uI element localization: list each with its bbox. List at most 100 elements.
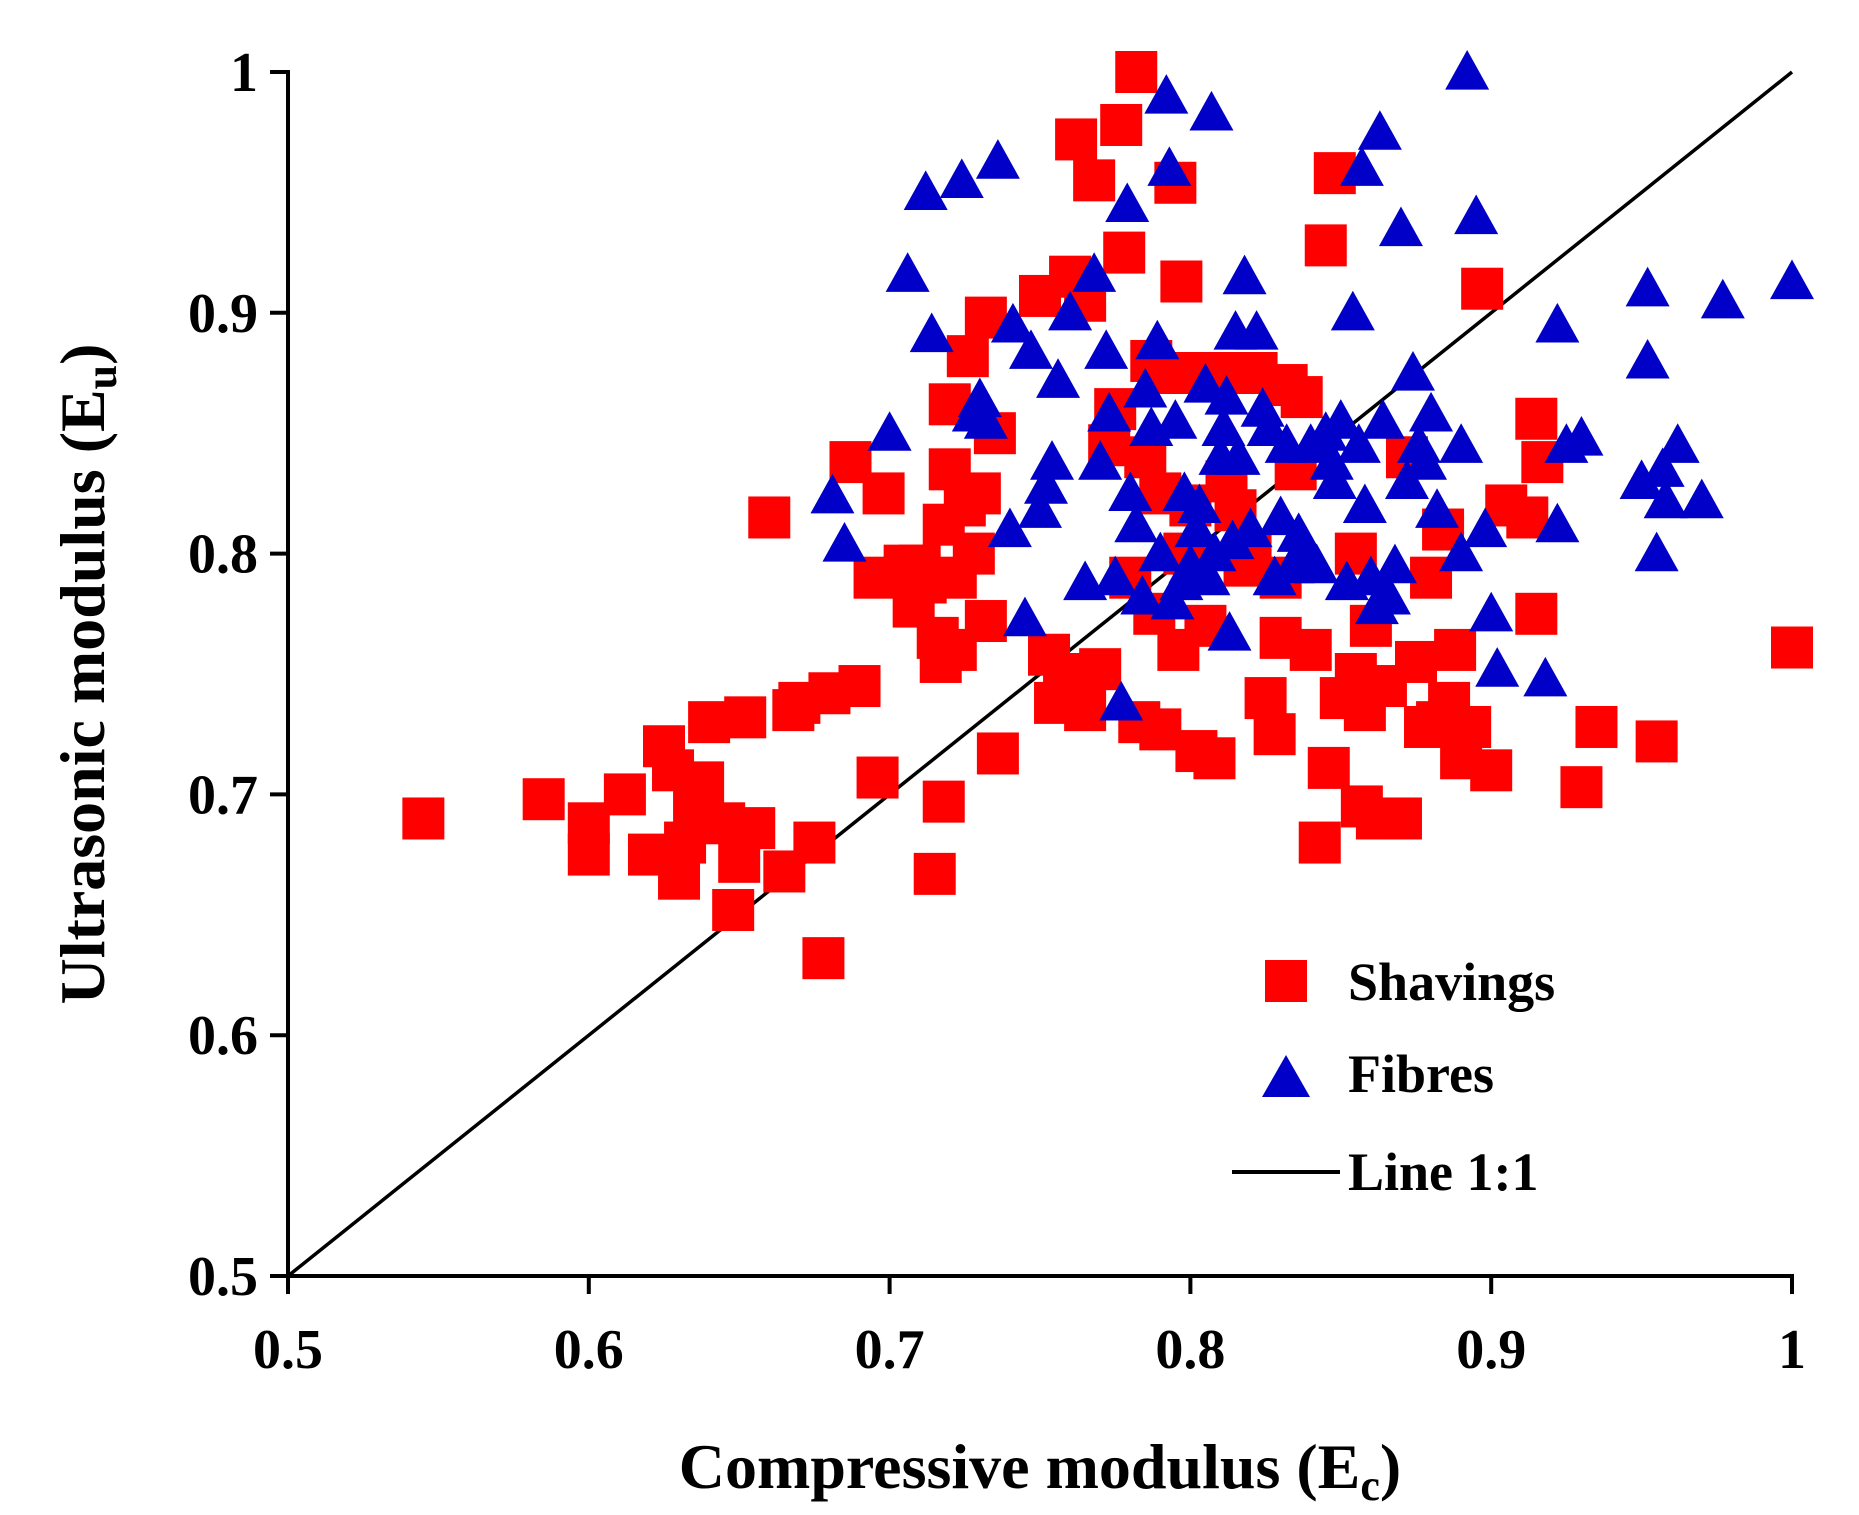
fibres-point xyxy=(1030,440,1075,480)
fibres-point xyxy=(1439,423,1484,463)
fibres-point xyxy=(1390,351,1435,391)
fibres-point xyxy=(1207,611,1252,651)
fibres-point xyxy=(867,411,912,451)
shavings-point xyxy=(856,756,899,799)
shavings-point xyxy=(958,472,1001,515)
legend-shavings-label: Shavings xyxy=(1348,952,1555,1012)
fibres-point xyxy=(1643,478,1688,519)
shavings-point xyxy=(1307,746,1350,789)
fibres-point xyxy=(1318,399,1363,439)
x-axis-title: Compressive modulus (Ec) xyxy=(679,1431,1401,1510)
fibres-point xyxy=(903,170,948,210)
fibres-point xyxy=(1770,259,1814,300)
fibres-point xyxy=(1147,146,1192,186)
y-axis-title-end: ) xyxy=(47,344,118,365)
shavings-point xyxy=(1055,118,1098,161)
shavings-point xyxy=(1193,737,1236,780)
fibres-point xyxy=(1144,74,1189,114)
fibres-point xyxy=(975,139,1020,179)
legend: Shavings Fibres Line 1:1 xyxy=(1232,952,1555,1202)
fibres-point xyxy=(1210,519,1255,560)
y-tick-label: 0.7 xyxy=(188,764,258,826)
fibres-point xyxy=(1018,488,1062,528)
fibres-point xyxy=(1174,507,1219,548)
fibres-point xyxy=(1655,423,1700,463)
fibres-point xyxy=(1135,319,1180,360)
fibres-point xyxy=(1120,574,1165,615)
shavings-point xyxy=(1560,766,1603,809)
fibres-point xyxy=(1183,363,1228,403)
shavings-point xyxy=(1244,677,1287,720)
fibres-point xyxy=(1342,483,1387,524)
legend-shavings-marker xyxy=(1265,960,1307,1002)
fibres-point xyxy=(1114,502,1159,543)
fibres-point xyxy=(1625,266,1670,307)
fibres-point xyxy=(1153,399,1198,439)
fibres-point xyxy=(1454,194,1499,235)
fibres-point xyxy=(957,377,1002,418)
fibres-point xyxy=(1309,440,1354,480)
plot-area xyxy=(286,50,1814,1278)
shavings-point xyxy=(1470,749,1513,792)
fibres-point xyxy=(822,521,867,562)
shavings-point xyxy=(1304,224,1347,267)
fibres-point xyxy=(1619,459,1664,499)
x-tick-label: 0.8 xyxy=(1155,1319,1225,1381)
fibres-point xyxy=(1177,483,1222,524)
fibres-point xyxy=(1204,375,1249,415)
fibres-point xyxy=(987,507,1032,548)
fibres-point xyxy=(1123,367,1168,408)
fibres-point xyxy=(1192,531,1237,572)
fibres-point xyxy=(1640,447,1685,487)
fibres-point xyxy=(1439,531,1484,572)
x-axis-title-end: ) xyxy=(1380,1431,1401,1502)
shavings-point xyxy=(946,335,989,378)
shavings-point xyxy=(1298,821,1341,864)
shavings-point xyxy=(838,665,881,708)
fibres-point xyxy=(1366,574,1411,615)
shavings-point xyxy=(1515,397,1558,440)
legend-line-label: Line 1:1 xyxy=(1348,1142,1539,1202)
fibres-point xyxy=(1339,146,1384,186)
fibres-point xyxy=(1099,680,1144,721)
y-tick-label: 1 xyxy=(230,42,258,104)
fibres-point xyxy=(1048,290,1093,331)
shavings-point xyxy=(913,852,956,895)
shavings-point xyxy=(1771,626,1813,669)
shavings-point xyxy=(724,696,767,739)
fibres-point xyxy=(1535,302,1580,343)
legend-fibres-label: Fibres xyxy=(1348,1044,1494,1104)
y-tick-label: 0.9 xyxy=(188,283,258,345)
fibres-point xyxy=(939,158,984,198)
shavings-point xyxy=(922,780,965,823)
fibres-point xyxy=(1378,206,1423,247)
fibres-point xyxy=(1330,290,1375,331)
fibres-point xyxy=(1348,555,1393,596)
fibres-point xyxy=(1312,459,1357,499)
fibres-point xyxy=(1372,543,1417,584)
fibres-point xyxy=(1105,182,1150,223)
shavings-point xyxy=(1043,653,1086,695)
fibres-point xyxy=(1294,543,1339,584)
fibres-point xyxy=(1002,596,1047,637)
fibres-point xyxy=(1475,647,1520,687)
fibres-point xyxy=(990,302,1035,343)
shavings-point xyxy=(1100,103,1143,146)
fibres-point xyxy=(1445,50,1490,90)
y-axis-title: Ultrasonic modulus (Eu) xyxy=(47,344,126,1005)
fibres-point xyxy=(1108,471,1153,511)
fibres-point xyxy=(1336,423,1381,463)
fibres-point xyxy=(1360,399,1405,439)
shavings-point xyxy=(1073,159,1116,202)
x-tick-label: 0.9 xyxy=(1456,1319,1526,1381)
x-tick-label: 0.5 xyxy=(253,1319,323,1381)
fibres-point xyxy=(1228,507,1273,548)
y-axis-title-sub: u xyxy=(77,365,126,389)
fibres-point xyxy=(1093,555,1138,596)
fibres-point xyxy=(1189,90,1234,131)
shavings-point xyxy=(748,496,791,539)
fibres-point xyxy=(1409,391,1454,432)
fibres-point xyxy=(1469,591,1514,632)
shavings-point xyxy=(1506,496,1549,539)
